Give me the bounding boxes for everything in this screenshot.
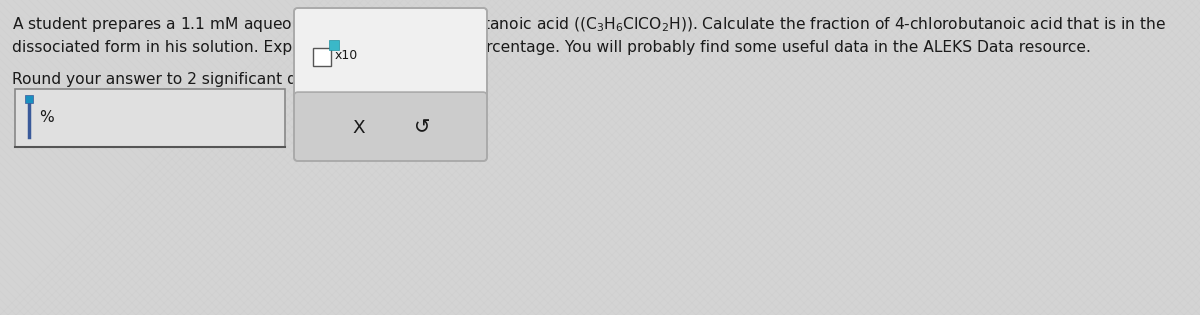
Bar xyxy=(25,95,34,103)
Bar xyxy=(14,89,286,147)
Text: %: % xyxy=(38,111,54,125)
Text: x10: x10 xyxy=(335,49,359,62)
Bar xyxy=(313,48,331,66)
Text: ↺: ↺ xyxy=(414,118,431,138)
Bar xyxy=(329,39,340,49)
Text: dissociated form in his solution. Express your answer as a percentage. You will : dissociated form in his solution. Expres… xyxy=(12,40,1091,55)
Text: Round your answer to 2 significant digits.: Round your answer to 2 significant digit… xyxy=(12,72,335,87)
FancyBboxPatch shape xyxy=(294,8,487,103)
Text: X: X xyxy=(353,119,365,137)
Text: A student prepares a 1.1 mM aqueous solution of 4-chlorobutanoic acid ($\mathreg: A student prepares a 1.1 mM aqueous solu… xyxy=(12,15,1166,34)
FancyBboxPatch shape xyxy=(294,92,487,161)
